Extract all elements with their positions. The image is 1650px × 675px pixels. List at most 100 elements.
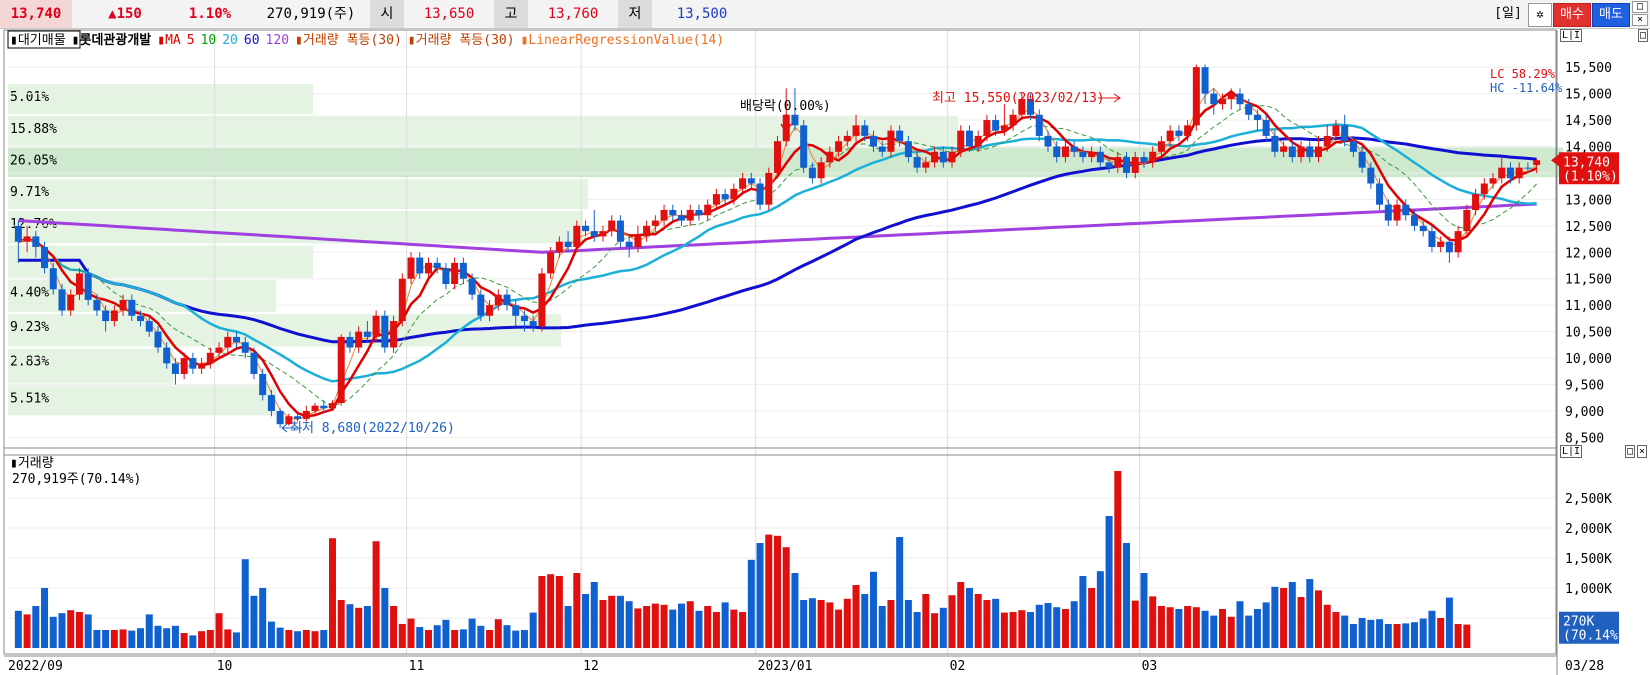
x-axis-label: 2023/01 — [758, 659, 813, 674]
volume-bar — [1219, 609, 1227, 648]
candle-body — [1437, 241, 1445, 247]
buy-button[interactable]: 매수 — [1553, 3, 1591, 27]
volume-bar — [75, 612, 83, 648]
candle-body — [791, 114, 799, 126]
candle-body — [721, 194, 729, 200]
y-tick-label: 15,000 — [1565, 88, 1612, 103]
candle-body — [974, 135, 982, 147]
volume-bar — [171, 625, 179, 648]
volume-bar — [1367, 619, 1375, 648]
candle-body — [1079, 151, 1087, 158]
volume-bar — [1332, 612, 1340, 648]
legend-linreg: ▮LinearRegressionValue(14) — [521, 33, 725, 48]
volume-bar — [206, 630, 214, 648]
supply-band-label: 5.51% — [10, 392, 49, 407]
open-price-cell: 13,650 — [404, 0, 494, 28]
candle-body — [555, 241, 563, 253]
period-button[interactable]: [일] — [1494, 6, 1522, 21]
volume-bar — [590, 582, 598, 648]
volume-bar — [782, 547, 790, 648]
lin-toggle-top[interactable]: L|I — [1560, 29, 1583, 42]
volume-bar — [529, 612, 537, 648]
volume-bar — [154, 625, 162, 648]
candle-body — [41, 247, 49, 269]
volume-bar — [102, 630, 110, 648]
price-change-pct: 1.10% — [188, 6, 232, 22]
candle-body — [922, 162, 930, 168]
open-label: 시 — [370, 0, 404, 28]
volume-bar — [58, 613, 66, 648]
candle-body — [145, 321, 153, 332]
candle-body — [852, 125, 860, 136]
candle-body — [861, 125, 869, 136]
x-axis-label: 03 — [1142, 659, 1158, 674]
cursor-date-label: 03/28 — [1565, 659, 1604, 674]
volume-bar — [224, 629, 232, 648]
volume-bar — [1393, 624, 1401, 648]
close-volume-icon[interactable]: × — [1637, 445, 1648, 458]
candle-body — [1506, 167, 1514, 179]
volume-bar — [145, 614, 153, 648]
volume-bar — [1402, 623, 1410, 648]
y-tick-label: 10,500 — [1565, 326, 1612, 341]
candle-body — [643, 225, 651, 237]
volume-bar — [904, 600, 912, 648]
restore-volume-icon[interactable]: □ — [1625, 445, 1636, 458]
volume-bar — [869, 571, 877, 648]
candle-body — [302, 410, 310, 419]
candle-body — [1349, 141, 1357, 152]
y-tick-label: 9,500 — [1565, 379, 1604, 394]
volume-bar — [424, 630, 432, 648]
candle-body — [1280, 146, 1288, 152]
volume-bar — [390, 606, 398, 648]
volume-bar — [267, 621, 275, 648]
candle-body — [1393, 204, 1401, 221]
restore-top-icon[interactable]: □ — [1638, 29, 1649, 42]
x-axis-label: 12 — [583, 659, 599, 674]
candle-body — [747, 178, 755, 184]
candle-body — [939, 151, 947, 163]
restore-icon[interactable]: □ — [1632, 1, 1648, 13]
candle-body — [128, 299, 136, 316]
volume-bar — [651, 603, 659, 648]
price-change: ▲150 — [108, 6, 142, 22]
candle-body — [189, 358, 197, 369]
high-annotation: 최고 15,550(2023/02/13) — [932, 91, 1105, 106]
y-tick-label: 11,000 — [1565, 299, 1612, 314]
volume-bar — [241, 559, 249, 648]
legend-ma-10: 10 — [201, 33, 217, 48]
supply-band — [8, 115, 958, 146]
volume-bar — [372, 541, 380, 648]
volume-bar — [276, 627, 284, 648]
candle-body — [1044, 135, 1052, 147]
y-tick-label: 12,500 — [1565, 220, 1612, 235]
volume-panel-frame — [3, 447, 1557, 655]
volume-bar — [878, 606, 886, 648]
volume-bar — [407, 618, 415, 648]
candle-body — [529, 321, 537, 327]
volume-bar — [1253, 609, 1261, 648]
candle-body — [965, 130, 973, 147]
supply-toggle-box[interactable] — [7, 30, 81, 49]
volume-bar — [712, 612, 720, 648]
volume-tick-label: 1,000K — [1565, 582, 1612, 597]
candle-body — [616, 220, 624, 242]
volume-bar — [1009, 612, 1017, 648]
candle-body — [826, 151, 834, 163]
ma20-line — [18, 123, 1537, 383]
volume-bar — [643, 606, 651, 648]
price-tag-pointer — [1551, 154, 1559, 167]
volume-bar — [608, 595, 616, 648]
gear-icon[interactable]: ✲ — [1528, 3, 1552, 27]
candle-body — [547, 252, 555, 274]
volume-bar — [320, 630, 328, 648]
close-icon[interactable]: × — [1632, 14, 1648, 26]
candle-body — [1262, 120, 1270, 136]
volume-bar — [913, 612, 921, 648]
lin-toggle-volume[interactable]: L|I — [1560, 445, 1583, 458]
candle-body — [869, 135, 877, 147]
sell-button[interactable]: 매도 — [1592, 3, 1630, 27]
y-tick-label: 8,500 — [1565, 431, 1604, 446]
volume-bar — [616, 595, 624, 648]
candle-body — [1131, 157, 1139, 173]
